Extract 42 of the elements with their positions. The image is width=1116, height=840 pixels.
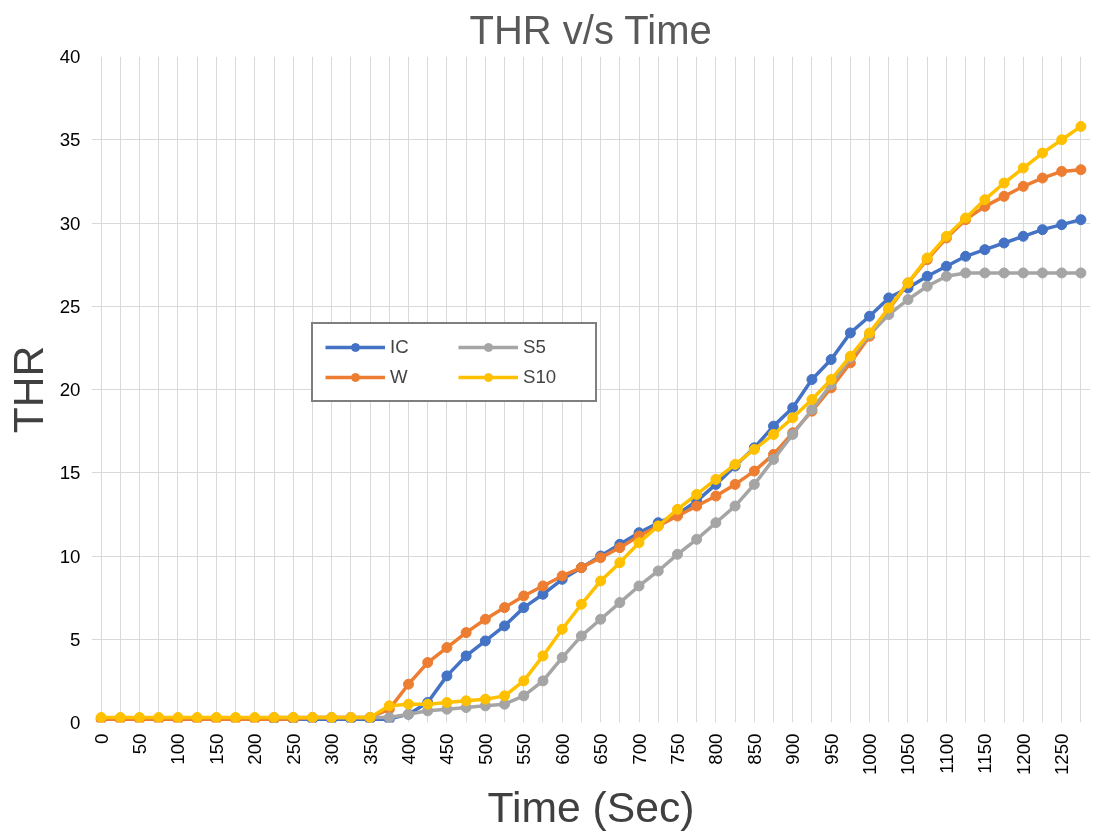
y-tick-label: 10: [59, 545, 81, 567]
x-tick-label: 300: [321, 733, 343, 765]
x-tick-label: 400: [397, 733, 419, 765]
x-axis-title: Time (Sec): [487, 783, 695, 831]
x-tick-label: 1200: [1012, 733, 1034, 775]
x-tick-label: 900: [782, 733, 804, 765]
x-tick-label: 200: [244, 733, 266, 765]
x-tick-label: 850: [743, 733, 765, 765]
x-tick-label: 450: [436, 733, 458, 765]
x-tick-label: 950: [820, 733, 842, 765]
x-tick-label: 150: [205, 733, 227, 765]
x-tick-label: 550: [513, 733, 535, 765]
y-tick-label: 40: [59, 46, 81, 67]
x-tick-label: 600: [551, 733, 573, 765]
legend-label: S5: [523, 336, 547, 358]
x-tick-label: 1250: [1051, 733, 1073, 775]
y-tick-label: 30: [59, 212, 81, 234]
x-tick-label: 350: [359, 733, 381, 765]
x-tick-label: 250: [282, 733, 304, 765]
x-tick-label: 750: [666, 733, 688, 765]
y-tick-label: 0: [70, 712, 81, 733]
y-tick-label: 20: [59, 379, 81, 400]
x-tick-label: 1050: [897, 733, 919, 775]
x-tick-label: 50: [129, 733, 151, 755]
x-tick-label: 0: [90, 733, 112, 744]
y-tick-label: 35: [59, 129, 81, 151]
legend-label: S10: [523, 366, 558, 388]
x-tick-label: 100: [167, 733, 189, 765]
x-tick-label: 800: [705, 733, 727, 765]
legend-label: W: [390, 366, 409, 388]
x-tick-label: 500: [474, 733, 496, 765]
x-tick-label: 1000: [859, 733, 881, 775]
x-tick-label: 700: [628, 733, 650, 765]
x-tick-label: 1150: [974, 733, 996, 774]
y-tick-label: 25: [59, 295, 81, 317]
y-axis-title: THR: [3, 345, 52, 434]
x-tick-label: 1100: [935, 733, 957, 774]
x-tick-label: 650: [590, 733, 612, 765]
legend-label: IC: [390, 336, 410, 358]
y-tick-label: 15: [59, 462, 81, 484]
y-tick-label: 5: [70, 628, 81, 650]
chart-title: THR v/s Time: [469, 7, 712, 52]
